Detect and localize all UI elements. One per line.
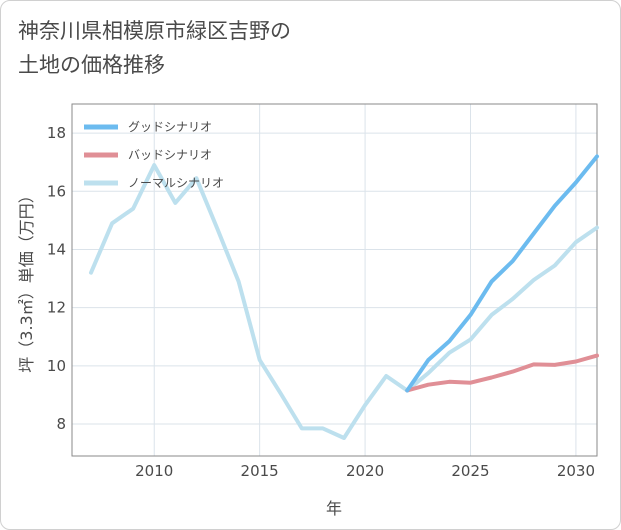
series-group (89, 154, 599, 440)
y-axis-ticks: 8 10 12 14 16 18 (47, 124, 66, 433)
plot-area-border (71, 103, 598, 457)
y-tick-label-12: 12 (47, 299, 66, 317)
chart-title-line-1: 神奈川県相模原市緑区吉野の (18, 19, 291, 43)
series-line-0 (405, 154, 599, 393)
y-tick-label-14: 14 (47, 240, 66, 258)
legend-label-1: バッドシナリオ (128, 148, 212, 162)
chart-title: 神奈川県相模原市緑区吉野の 土地の価格推移 (18, 14, 438, 82)
legend-label-2: ノーマルシナリオ (128, 176, 224, 190)
y-axis-label: 坪（3.3㎡）単価（万円） (17, 187, 36, 372)
x-axis-label: 年 (326, 499, 342, 518)
x-tick-label-2015: 2015 (241, 462, 279, 480)
series-line-1 (405, 353, 599, 393)
series-line-2 (89, 163, 599, 440)
y-tick-label-16: 16 (47, 182, 66, 200)
x-tick-label-2020: 2020 (346, 462, 384, 480)
x-tick-label-2010: 2010 (135, 462, 173, 480)
legend-label-0: グッドシナリオ (128, 120, 212, 134)
grid-lines (72, 104, 597, 456)
y-tick-label-8: 8 (56, 415, 66, 433)
x-tick-label-2025: 2025 (451, 462, 489, 480)
x-tick-label-2030: 2030 (557, 462, 595, 480)
y-tick-label-10: 10 (47, 357, 66, 375)
x-axis-ticks: 2010 2015 2020 2025 2030 (135, 462, 595, 480)
y-tick-label-18: 18 (47, 124, 66, 142)
chart-title-line-2: 土地の価格推移 (18, 53, 165, 77)
